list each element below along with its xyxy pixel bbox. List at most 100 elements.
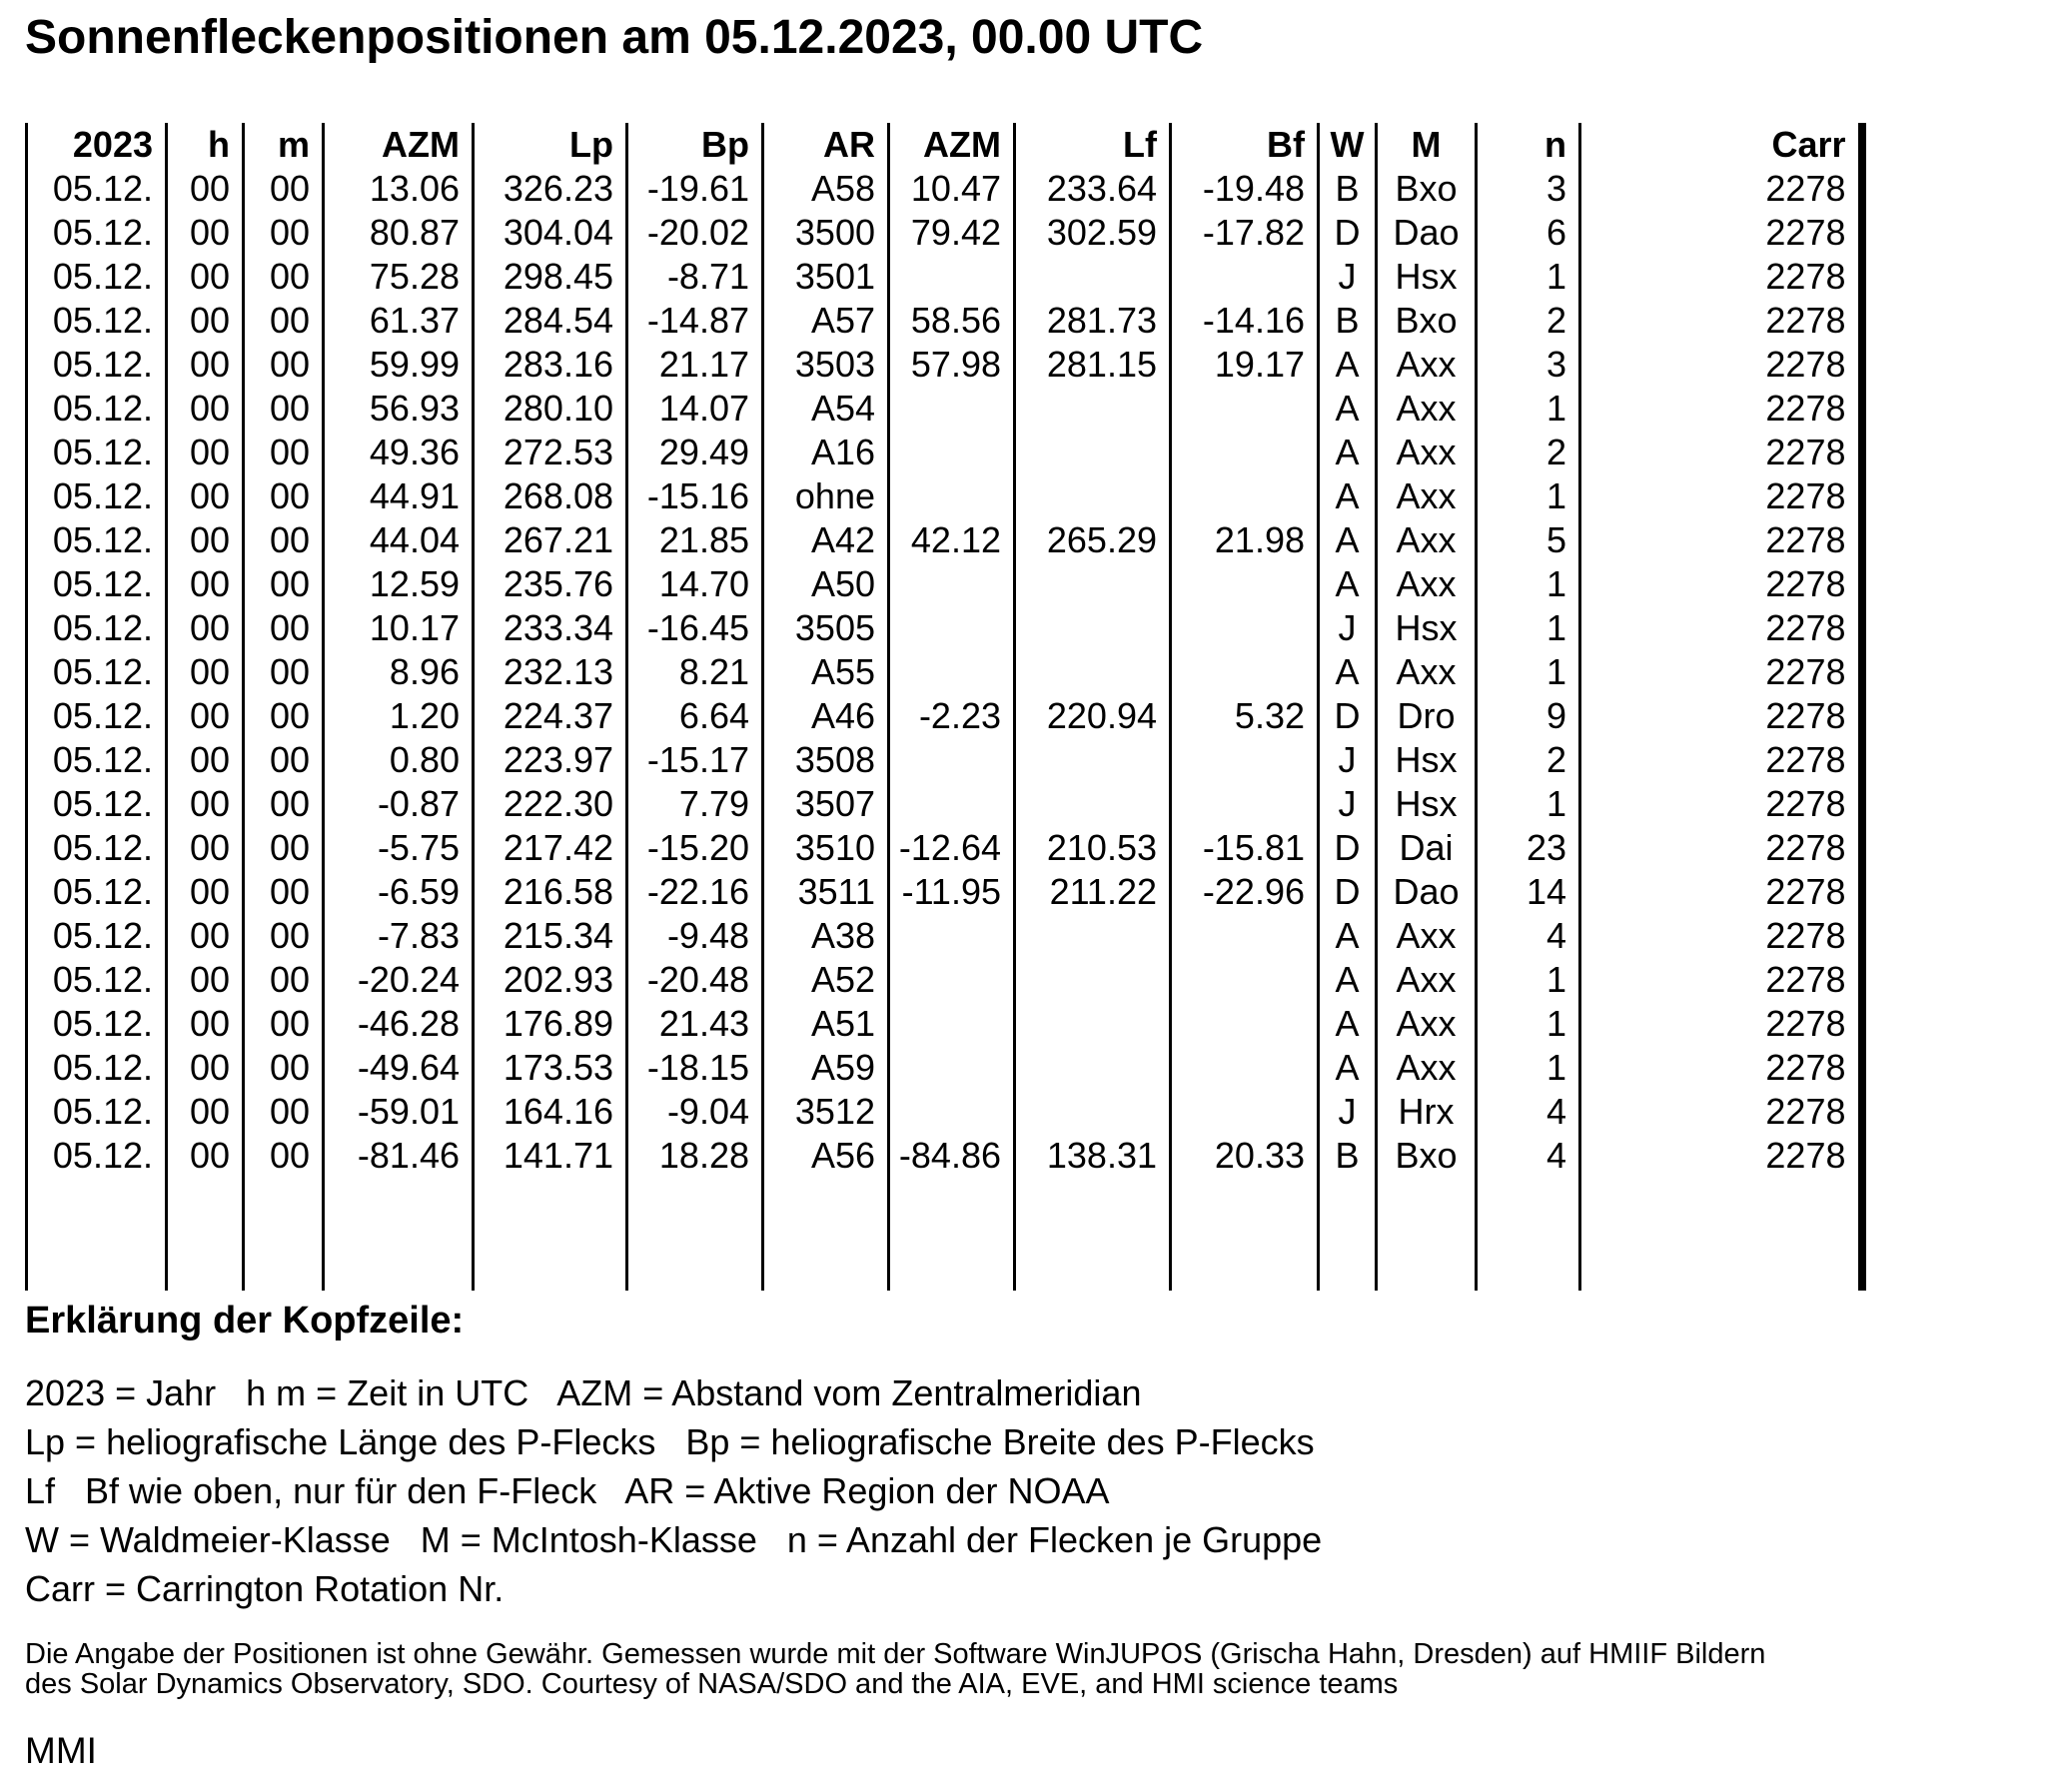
table-cell: 3 xyxy=(1475,167,1580,211)
table-cell: 2278 xyxy=(1578,914,1866,958)
table-cell xyxy=(887,650,1015,694)
table-cell: 00 xyxy=(242,1090,324,1134)
table-cell: 20.33 xyxy=(1169,1134,1319,1178)
table-cell: -11.95 xyxy=(887,870,1015,914)
table-cell: Bxo xyxy=(1375,299,1477,343)
table-cell: 00 xyxy=(165,1002,244,1046)
table-cell: 267.21 xyxy=(472,518,627,562)
table-cell: 1 xyxy=(1475,562,1580,606)
table-cell: 12.59 xyxy=(322,562,474,606)
table-cell: A57 xyxy=(761,299,889,343)
table-cell: 00 xyxy=(242,1002,324,1046)
filler-cell xyxy=(1013,1178,1171,1291)
table-cell: 7.79 xyxy=(625,782,763,826)
table-cell xyxy=(887,606,1015,650)
table-cell: -8.71 xyxy=(625,255,763,299)
table-cell xyxy=(1013,474,1171,518)
filler-cell xyxy=(1475,1178,1580,1291)
table-cell: 05.12. xyxy=(25,694,167,738)
table-cell: 1 xyxy=(1475,958,1580,1002)
table-cell: -20.24 xyxy=(322,958,474,1002)
table-cell: Axx xyxy=(1375,387,1477,431)
table-cell: A xyxy=(1317,474,1377,518)
table-cell: 2278 xyxy=(1578,958,1866,1002)
table-row: 05.12. 00 00 -5.75 217.42 -15.20 3510 -12.64 210… xyxy=(25,826,1866,870)
table-cell: 3500 xyxy=(761,211,889,255)
table-cell: 05.12. xyxy=(25,167,167,211)
table-cell: Bxo xyxy=(1375,167,1477,211)
table-cell: 44.04 xyxy=(322,518,474,562)
table-cell: 2278 xyxy=(1578,870,1866,914)
table-row: 05.12. 00 00 -0.87 222.30 7.79 3507 J Hsx 1 2278 xyxy=(25,782,1866,826)
table-cell: 2 xyxy=(1475,431,1580,474)
explanation-heading: Erklärung der Kopfzeile: xyxy=(25,1300,465,1342)
filler-cell xyxy=(1169,1178,1319,1291)
table-cell xyxy=(887,958,1015,1002)
table-row: 05.12. 00 00 44.04 267.21 21.85 A42 42.12 265.29… xyxy=(25,518,1866,562)
table-cell: 00 xyxy=(242,562,324,606)
disclaimer-line: des Solar Dynamics Observatory, SDO. Cou… xyxy=(25,1668,1399,1700)
table-cell: -81.46 xyxy=(322,1134,474,1178)
table-cell: 00 xyxy=(242,1134,324,1178)
table-cell: 00 xyxy=(242,1046,324,1090)
table-cell: 8.21 xyxy=(625,650,763,694)
table-cell: 1 xyxy=(1475,606,1580,650)
table-cell: 220.94 xyxy=(1013,694,1171,738)
table-cell xyxy=(887,1002,1015,1046)
table-cell: 42.12 xyxy=(887,518,1015,562)
table-cell: A55 xyxy=(761,650,889,694)
table-cell xyxy=(1169,606,1319,650)
table-row: 05.12. 00 00 -20.24 202.93 -20.48 A52 A Axx 1 2278 xyxy=(25,958,1866,1002)
table-cell xyxy=(1013,1002,1171,1046)
table-cell: 00 xyxy=(165,606,244,650)
filler-cell xyxy=(1317,1178,1377,1291)
table-cell: -46.28 xyxy=(322,1002,474,1046)
table-row: 05.12. 00 00 12.59 235.76 14.70 A50 A Axx 1 2278 xyxy=(25,562,1866,606)
table-cell: 1 xyxy=(1475,650,1580,694)
table-cell: -0.87 xyxy=(322,782,474,826)
table-cell: A54 xyxy=(761,387,889,431)
table-cell: D xyxy=(1317,870,1377,914)
table-cell: -15.20 xyxy=(625,826,763,870)
table-cell: 302.59 xyxy=(1013,211,1171,255)
table-row: 05.12. 00 00 75.28 298.45 -8.71 3501 J Hsx 1 2278 xyxy=(25,255,1866,299)
table-cell: 1.20 xyxy=(322,694,474,738)
table-cell: 176.89 xyxy=(472,1002,627,1046)
table-cell: 2278 xyxy=(1578,518,1866,562)
column-header: AZM xyxy=(322,123,474,167)
table-cell xyxy=(1013,1090,1171,1134)
table-cell: -49.64 xyxy=(322,1046,474,1090)
table-cell: -5.75 xyxy=(322,826,474,870)
table-cell: Hsx xyxy=(1375,738,1477,782)
filler-cell xyxy=(242,1178,324,1291)
table-cell: -19.48 xyxy=(1169,167,1319,211)
table-cell: 05.12. xyxy=(25,387,167,431)
table-row: 05.12. 00 00 8.96 232.13 8.21 A55 A Axx 1 2278 xyxy=(25,650,1866,694)
table-cell: 05.12. xyxy=(25,738,167,782)
table-cell: 00 xyxy=(165,694,244,738)
table-cell: 2278 xyxy=(1578,474,1866,518)
table-cell: 10.17 xyxy=(322,606,474,650)
table-cell: 281.73 xyxy=(1013,299,1171,343)
table-cell: 00 xyxy=(165,826,244,870)
filler-cell xyxy=(322,1178,474,1291)
table-cell: 222.30 xyxy=(472,782,627,826)
table-cell: 211.22 xyxy=(1013,870,1171,914)
table-cell: A59 xyxy=(761,1046,889,1090)
column-header: Bp xyxy=(625,123,763,167)
table-cell xyxy=(1013,255,1171,299)
filler-cell xyxy=(165,1178,244,1291)
table-cell: 233.64 xyxy=(1013,167,1171,211)
table-cell: 1 xyxy=(1475,1002,1580,1046)
table-cell: 13.06 xyxy=(322,167,474,211)
table-cell: 05.12. xyxy=(25,1002,167,1046)
table-cell: 00 xyxy=(242,958,324,1002)
table-cell xyxy=(1169,1046,1319,1090)
table-row: 05.12. 00 00 -46.28 176.89 21.43 A51 A Axx 1 2278 xyxy=(25,1002,1866,1046)
table-cell: 2278 xyxy=(1578,650,1866,694)
explanation-lines: 2023 = Jahr h m = Zeit in UTC AZM = Abst… xyxy=(25,1368,2048,1613)
table-cell: Axx xyxy=(1375,958,1477,1002)
table-cell: 272.53 xyxy=(472,431,627,474)
explanation-line: Carr = Carrington Rotation Nr. xyxy=(25,1568,505,1609)
